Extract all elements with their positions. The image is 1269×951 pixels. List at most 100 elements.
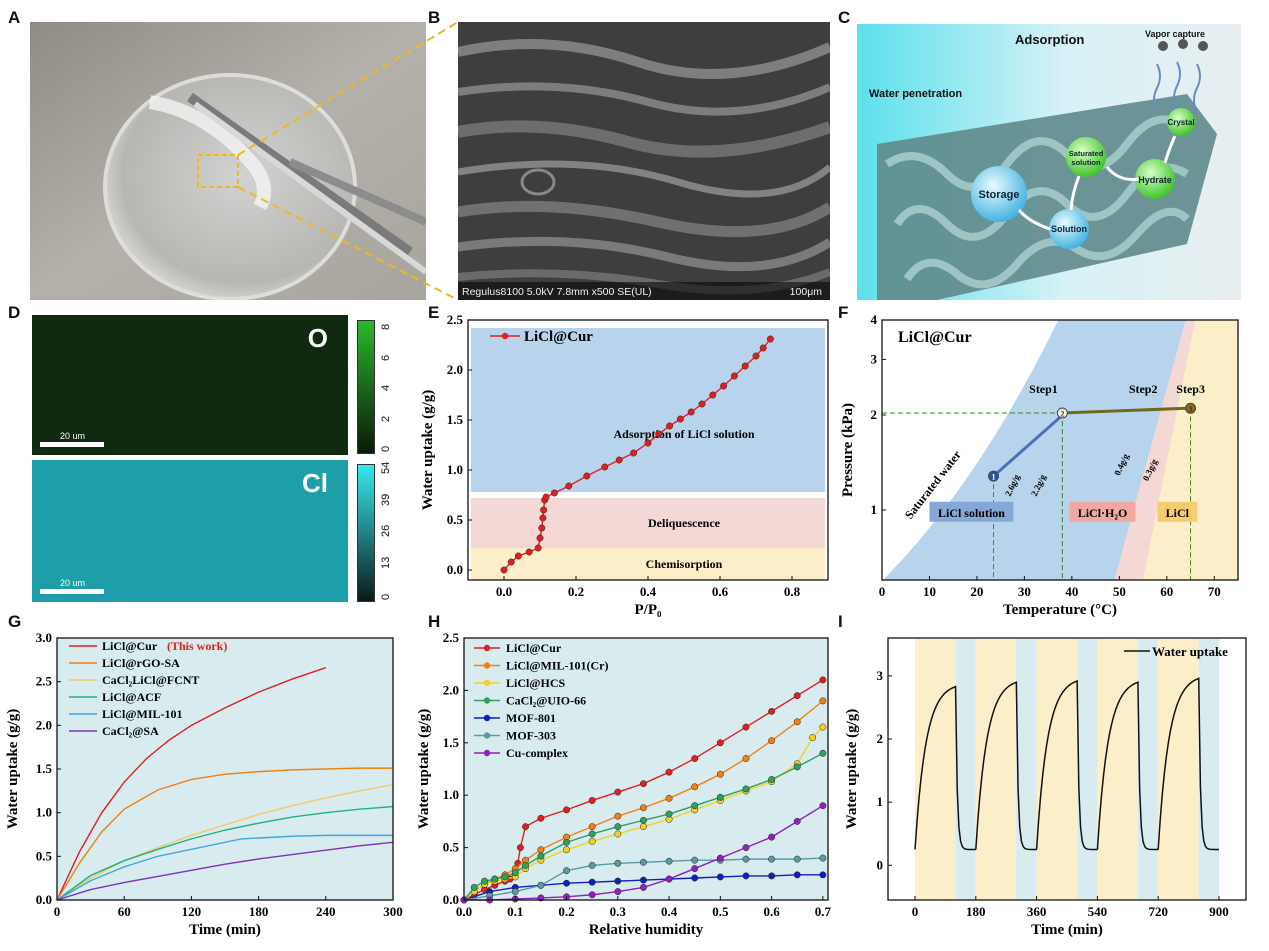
saturated-node <box>1066 137 1106 177</box>
series-licl-cur-point <box>752 352 760 360</box>
series-h-0-point <box>742 723 750 731</box>
x-tick-label: 50 <box>1113 584 1126 599</box>
state-point-label: 2 <box>1060 409 1064 418</box>
y-tick-label: 2.0 <box>447 362 463 377</box>
y-tick-label: 3 <box>871 351 878 366</box>
panel-letter-e: E <box>428 303 440 322</box>
series-g-5 <box>56 841 394 901</box>
x-tick-label: 0.0 <box>496 584 512 599</box>
y-tick-label: 0.5 <box>36 848 53 863</box>
phase-tag-licl_solution <box>929 501 1014 522</box>
x-tick-label: 0 <box>912 904 919 919</box>
legend-marker <box>483 662 491 669</box>
series-licl-cur-point <box>687 408 695 416</box>
x-tick-label: 70 <box>1208 584 1221 599</box>
series-h-5-point <box>614 859 622 867</box>
band-desorption <box>1077 639 1098 899</box>
series-h-4-point <box>742 872 750 880</box>
series-h-1-point <box>742 755 750 762</box>
hydrate-node <box>1135 159 1175 199</box>
this-work-label: (This work) <box>167 639 227 653</box>
x-tick-label: 60 <box>1160 584 1173 599</box>
x-tick-label: 180 <box>249 904 269 919</box>
series-h-3-point <box>614 823 622 831</box>
eds-map-cl: Cl 20 um <box>32 460 348 602</box>
y-tick-label: 0.0 <box>443 892 459 907</box>
x-tick-label: 300 <box>383 904 403 919</box>
chart-h: LiCl@Cur LiCl@MIL-101(Cr) LiCl@HCS CaCl₂@UI… <box>418 630 831 938</box>
y-tick-label: 2.5 <box>443 630 460 645</box>
panel-letter-h: H <box>428 612 441 631</box>
series-h-6-point <box>793 817 801 825</box>
state-point <box>988 470 1000 482</box>
legend-label: MOF-801 <box>506 711 556 725</box>
y-tick-label: 1.0 <box>443 787 459 802</box>
y-axis-label: Water uptake (g/g) <box>844 709 860 830</box>
series-h-6-point <box>614 888 622 896</box>
y-tick-label: 4 <box>871 312 878 327</box>
state-point-label: 1 <box>992 473 996 482</box>
series-h-3-point <box>768 776 776 783</box>
phase-label-licl_solution: LiCl solution <box>938 506 1005 520</box>
series-h-3-point <box>522 861 529 869</box>
series-h-0-point <box>588 796 596 804</box>
series-licl-cur-point <box>666 422 674 430</box>
y-tick-label: 0 <box>877 857 884 872</box>
y-tick-label: 2.5 <box>36 674 53 689</box>
series-h-0-point <box>793 692 801 700</box>
legend-marker <box>483 644 491 652</box>
legend-label: LiCl@rGO-SA <box>102 656 180 670</box>
chart-e: Chemisorption Deliquescence Adsorption of … <box>420 312 829 618</box>
x-tick-label: 30 <box>1018 584 1031 599</box>
series-g-4 <box>56 834 393 901</box>
legend-label: CaCl₂@UIO-66 <box>506 694 586 708</box>
state-point <box>1056 407 1068 419</box>
series-h-0 <box>463 679 824 901</box>
x-tick-label: 720 <box>1148 904 1168 919</box>
series-h-5-point <box>691 856 699 864</box>
x-tick-label: 0.8 <box>784 584 801 599</box>
y-tick-label: 1 <box>871 502 878 517</box>
series-h-2-point <box>809 734 817 742</box>
series-h-3-point <box>716 793 724 801</box>
legend-label: LiCl@MIL-101 <box>102 707 183 721</box>
series-licl-cur-point <box>601 463 609 471</box>
series-h-4-point <box>768 872 776 880</box>
series-h-1-point <box>665 794 673 802</box>
series-h-3-point <box>491 875 499 883</box>
series-licl-cur-point <box>720 382 728 390</box>
y-tick-label: 2.5 <box>447 312 464 327</box>
series-h-5-point <box>768 855 776 863</box>
series-licl-cur-point <box>676 415 684 423</box>
legend-marker <box>483 749 491 757</box>
panel-letter-g: G <box>8 612 22 631</box>
x-tick-label: 120 <box>182 904 202 919</box>
series-h-5-point <box>511 888 519 896</box>
series-licl-cur-point <box>759 344 767 352</box>
series-h-3-point <box>742 785 750 793</box>
y-tick-label: 1 <box>877 794 884 809</box>
series-h-0-point <box>768 707 776 715</box>
series-h-0-point <box>522 823 529 831</box>
x-axis-label: Relative humidity <box>589 922 704 938</box>
series-h-5-point <box>665 857 673 865</box>
x-tick-label: 360 <box>1027 904 1047 919</box>
series-h-0-point <box>563 806 570 814</box>
colorbar-tick-cl: 39 <box>380 493 392 506</box>
eds-o-colorbar <box>357 320 375 454</box>
y-tick-label: 0.0 <box>36 892 52 907</box>
series-h-2-point <box>614 830 622 838</box>
legend-label: CaCl₂@SA <box>102 724 159 738</box>
series-licl-cur-point <box>698 400 706 408</box>
series-h-5-point <box>563 867 570 875</box>
series-licl-cur-point <box>539 514 547 522</box>
series-g-3 <box>56 805 394 901</box>
series-h-6-point <box>588 891 596 899</box>
sem-scale-label: 100μm <box>789 286 822 298</box>
series-h-6-point <box>691 865 699 873</box>
series-h-1-point <box>639 804 647 812</box>
series-h-1-point <box>691 783 699 791</box>
colorbar-tick-o: 6 <box>380 354 392 361</box>
state-point <box>1185 402 1197 414</box>
